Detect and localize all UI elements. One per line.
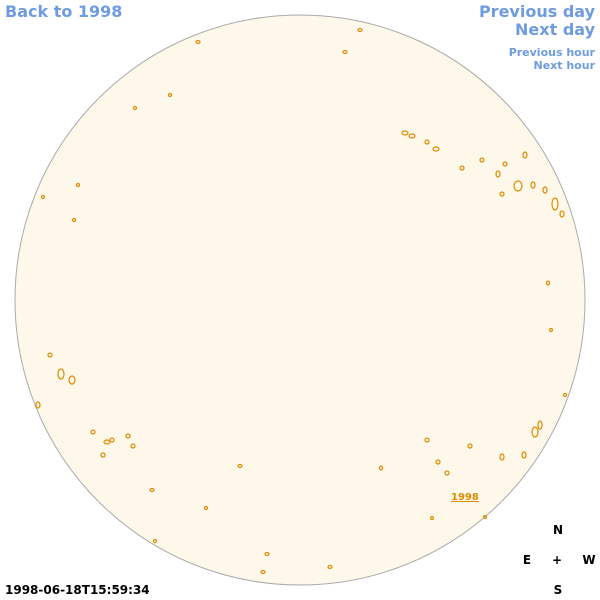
solar-disk	[14, 14, 586, 586]
compass-east: E	[523, 553, 531, 567]
active-regions	[35, 27, 568, 575]
timestamp: 1998-06-18T15:59:34	[5, 583, 150, 597]
compass-north: N	[553, 523, 563, 537]
compass-west: W	[582, 553, 595, 567]
region-link[interactable]: 1998	[451, 492, 479, 503]
next-hour-link[interactable]: Next hour	[534, 59, 596, 72]
back-link[interactable]: Back to 1998	[5, 2, 122, 21]
next-day-link[interactable]: Next day	[515, 20, 596, 39]
previous-day-link[interactable]: Previous day	[479, 2, 596, 21]
compass-south: S	[554, 583, 563, 597]
compass-center: +	[552, 553, 562, 567]
previous-hour-link[interactable]: Previous hour	[509, 46, 596, 59]
